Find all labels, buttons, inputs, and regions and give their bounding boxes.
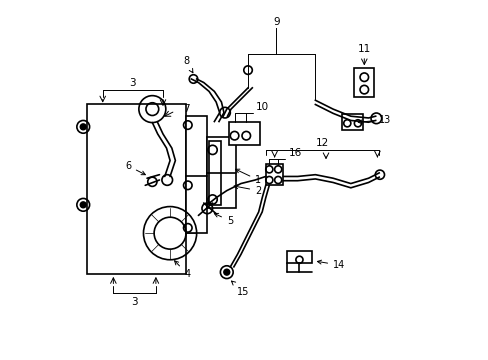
- Bar: [92, 109, 181, 269]
- Bar: [228, 122, 260, 145]
- Text: 14: 14: [317, 260, 345, 270]
- Text: 15: 15: [231, 281, 249, 297]
- Text: 9: 9: [272, 17, 279, 27]
- Text: 7: 7: [183, 104, 189, 114]
- Text: 6: 6: [125, 161, 145, 175]
- Text: 12: 12: [315, 138, 328, 148]
- Bar: [265, 164, 283, 185]
- Bar: [354, 68, 373, 97]
- Bar: [86, 104, 185, 274]
- Bar: [207, 138, 235, 208]
- Bar: [341, 114, 363, 130]
- Text: 2: 2: [234, 185, 261, 195]
- Text: 8: 8: [183, 56, 192, 73]
- Text: 4: 4: [174, 261, 190, 279]
- Text: 13: 13: [358, 115, 390, 125]
- Text: 5: 5: [214, 213, 233, 226]
- Bar: [209, 141, 221, 205]
- Text: 3: 3: [131, 297, 138, 307]
- Text: 3: 3: [129, 77, 136, 87]
- Text: 1: 1: [235, 169, 261, 185]
- Circle shape: [80, 124, 86, 130]
- Circle shape: [224, 269, 229, 275]
- Circle shape: [80, 202, 86, 208]
- Bar: [286, 251, 311, 263]
- Text: 11: 11: [357, 44, 370, 54]
- Bar: [185, 116, 207, 233]
- Text: 16: 16: [289, 148, 302, 158]
- Text: 10: 10: [255, 102, 268, 112]
